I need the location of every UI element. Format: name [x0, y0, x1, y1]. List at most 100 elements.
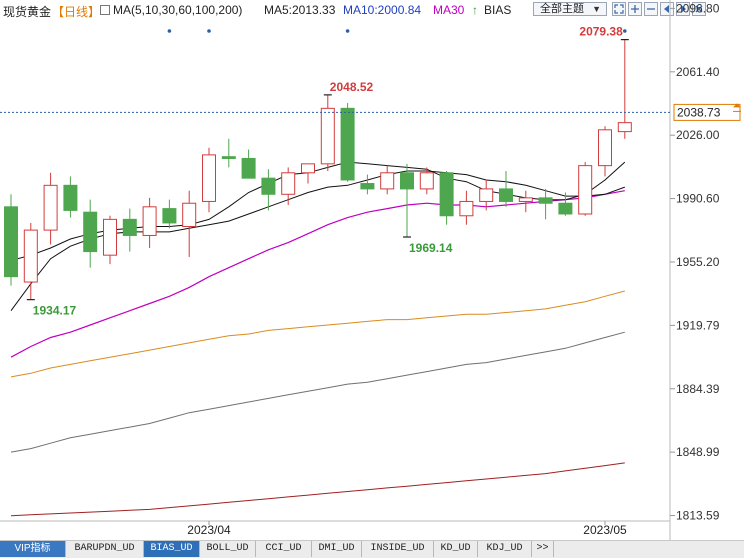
candle-up-body [202, 154, 216, 202]
current-price-label: 2038.73 [677, 105, 721, 119]
ma100-line [10, 331, 625, 453]
y-tick-label: 2026.00 [676, 128, 720, 142]
ma200-line [10, 462, 625, 517]
y-tick-label: 1848.99 [676, 445, 720, 459]
candle-up-body [301, 163, 315, 174]
tab-vip[interactable]: VIP指标 [0, 541, 66, 557]
close-icon[interactable] [692, 2, 706, 16]
expand-icon[interactable] [612, 2, 626, 16]
candle-up-body [459, 200, 474, 217]
candle [598, 126, 612, 177]
candle [63, 176, 78, 218]
candle [281, 167, 296, 206]
candle [241, 149, 256, 179]
y-tick-label: 1884.39 [676, 382, 720, 396]
candle-down-body [340, 107, 355, 181]
candle-down-body [241, 157, 256, 179]
annotation-label: 2048.52 [330, 80, 374, 94]
instrument-name: 现货黄金 [3, 5, 52, 19]
tab-dmi-ud[interactable]: DMI_UD [312, 541, 362, 557]
candle-down-body [4, 206, 18, 278]
period-label[interactable]: 【日线】 [52, 5, 101, 19]
theme-select[interactable]: 全部主题 ▼ [533, 2, 607, 16]
next-icon[interactable] [676, 2, 690, 16]
candle [43, 172, 58, 245]
x-tick-label: 2023/04 [187, 523, 231, 537]
ma10-value: MA10:2000.84 [343, 3, 422, 17]
event-dot-icon [345, 29, 350, 33]
tab-kdj-ud[interactable]: KDJ_UD [478, 541, 532, 557]
candle-down-body [63, 184, 78, 211]
annotation-label: 2079.38 [579, 25, 623, 39]
y-tick-label: 1990.60 [676, 192, 720, 206]
candle-up-body [23, 229, 38, 283]
arrow-up-icon: ↑ [472, 3, 478, 17]
candle-up-body [598, 129, 612, 167]
candle-down-body [221, 156, 236, 159]
candle [617, 39, 632, 139]
y-tick-label: 1955.20 [676, 255, 720, 269]
candle-up-body [43, 184, 58, 231]
candle [459, 190, 474, 225]
candle [221, 138, 236, 168]
zoom-in-icon[interactable] [628, 2, 642, 16]
candle [499, 171, 513, 207]
annotation-label: 1969.14 [409, 241, 453, 255]
candle [142, 197, 157, 249]
candle [400, 163, 414, 238]
tab-bias-ud[interactable]: BIAS_UD [144, 541, 200, 557]
ma30-label: MA30 [433, 3, 465, 17]
price-up-arrow-icon [733, 103, 741, 108]
theme-select-label: 全部主题 [540, 3, 584, 15]
tab-cci-ud[interactable]: CCI_UD [256, 541, 312, 557]
candle-down-body [558, 202, 573, 215]
candle-down-body [162, 208, 177, 224]
tab-more[interactable]: >> [532, 541, 554, 557]
candle [538, 188, 553, 220]
candle-down-body [499, 188, 513, 202]
candle-up-body [419, 172, 434, 190]
candle [301, 163, 315, 184]
candle [261, 169, 276, 211]
candle [23, 222, 38, 300]
ma60-line [10, 290, 625, 378]
chevron-down-icon: ▼ [592, 4, 601, 14]
candle-up-body [103, 218, 117, 256]
candle [479, 179, 494, 211]
x-tick-label: 2023/05 [583, 523, 627, 537]
candle [320, 94, 335, 172]
ma30-line [10, 190, 625, 358]
y-tick-label: 1919.79 [676, 318, 720, 332]
candle [360, 174, 375, 195]
tab-boll-ud[interactable]: BOLL_UD [200, 541, 256, 557]
candle [380, 165, 395, 195]
event-dot-icon [207, 29, 211, 33]
candle-down-body [538, 197, 553, 204]
candle [162, 199, 177, 229]
tab-kd-ud[interactable]: KD_UD [434, 541, 478, 557]
tab-barupdn-ud[interactable]: BARUPDN_UD [66, 541, 144, 557]
chart-frame [0, 0, 671, 540]
candle [4, 194, 18, 286]
price-chart[interactable]: 2079.38 2048.52 1969.14 1934.17 2096.80 2061… [0, 0, 744, 540]
candle [419, 167, 434, 195]
chart-header: 现货黄金 【日线】 MA(5,10,30,60,100,200) MA5:201… [0, 0, 744, 20]
tab-inside-ud[interactable]: INSIDE_UD [362, 541, 434, 557]
candle-down-body [400, 172, 414, 190]
candle-up-body [617, 122, 632, 133]
y-tick-label: 2096.80 [676, 1, 720, 15]
zoom-out-icon[interactable] [644, 2, 658, 16]
candle [518, 190, 533, 213]
indicator-toggle-icon[interactable] [100, 5, 110, 15]
candle [578, 162, 593, 216]
candle-down-body [122, 218, 137, 236]
candlesticks [4, 39, 632, 300]
candle [340, 102, 355, 182]
annotation-label: 1934.17 [33, 304, 77, 318]
candle [122, 208, 137, 252]
ma-params: MA(5,10,30,60,100,200) [113, 3, 243, 17]
candle-down-body [261, 177, 276, 195]
candle-down-body [439, 172, 454, 217]
candle [182, 190, 197, 257]
candle-up-body [518, 197, 533, 202]
